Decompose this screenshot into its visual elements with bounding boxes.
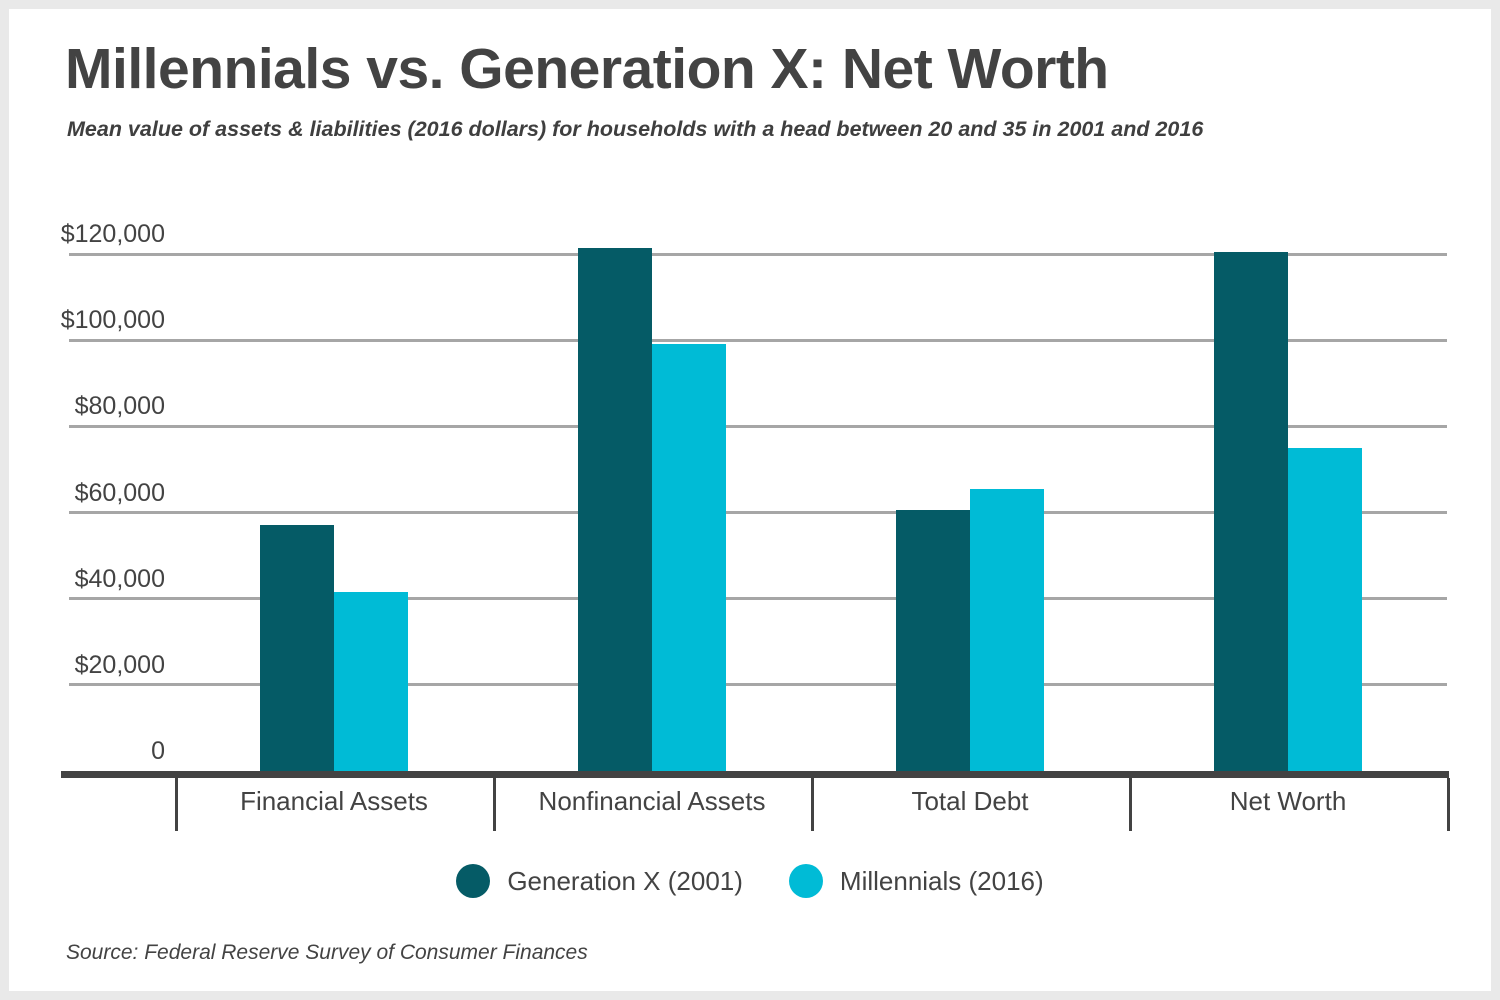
page-title: Millennials vs. Generation X: Net Worth [65,37,1109,101]
y-axis-tick-label: $40,000 [74,564,165,593]
bar-total-debt-genx[interactable] [896,510,970,771]
legend-item-generation-x[interactable]: Generation X (2001) [456,864,743,898]
x-axis-tick [811,778,814,831]
y-axis-tick-label: $20,000 [74,650,165,679]
gridline [69,338,1447,342]
bar-net-worth-genx[interactable] [1214,251,1288,771]
gridline [69,683,1447,687]
gridline [69,252,1447,256]
x-axis-label-net-worth: Net Worth [1229,786,1347,816]
source-note: Source: Federal Reserve Survey of Consum… [66,941,588,964]
x-axis-tick [175,778,178,831]
y-axis-tick-label: $80,000 [74,392,165,421]
gridline [69,424,1447,428]
y-axis-tick-label: $100,000 [60,306,165,335]
chart-subtitle: Mean value of assets & liabilities (2016… [67,117,1204,141]
bar-nonfinancial-assets-millennials[interactable] [652,344,726,771]
x-axis-tick [1129,778,1132,831]
gridline [69,597,1447,601]
chart-legend: Generation X (2001) Millennials (2016) [9,864,1491,898]
legend-label: Millennials (2016) [839,865,1044,896]
bars-layer [9,9,1491,991]
chart-canvas: Millennials vs. Generation X: Net Worth … [9,9,1491,991]
bar-nonfinancial-assets-genx[interactable] [578,247,652,771]
y-axis-labels: 0 $20,000 $40,000 $60,000 $80,000 $100,000 $12… [45,9,165,991]
bar-net-worth-millennials[interactable] [1288,447,1362,771]
x-axis-tick [1447,778,1450,831]
gridline [69,511,1447,514]
y-axis-tick-label: $60,000 [74,478,165,507]
y-axis-tick-label: 0 [151,737,165,765]
bar-financial-assets-genx[interactable] [260,525,334,771]
legend-swatch-circle-icon [788,864,823,898]
plot-area: 0 $20,000 $40,000 $60,000 $80,000 $100,000 $12… [9,9,1491,991]
x-axis-label-nonfinancial-assets: Nonfinancial Assets [538,786,766,816]
x-axis-label-financial-assets: Financial Assets [240,786,428,816]
y-axis-tick-label: $120,000 [60,220,165,248]
x-axis-tick [493,778,496,831]
x-axis-label-total-debt: Total Debt [911,786,1029,816]
x-axis-line [61,771,1449,778]
bar-total-debt-millennials[interactable] [970,488,1044,771]
legend-item-millennials[interactable]: Millennials (2016) [788,864,1044,898]
bar-financial-assets-millennials[interactable] [334,592,408,771]
legend-label: Generation X (2001) [507,865,743,896]
legend-swatch-circle-icon [456,864,491,898]
